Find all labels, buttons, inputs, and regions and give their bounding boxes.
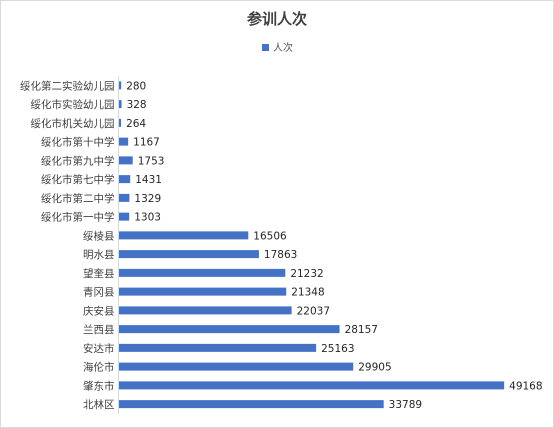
legend-swatch — [262, 44, 269, 51]
category-label: 绥化市第二中学 — [41, 192, 115, 205]
bar — [119, 381, 505, 390]
bar — [119, 118, 122, 127]
bar — [119, 400, 384, 409]
bar — [119, 193, 130, 202]
data-label: 1329 — [134, 193, 161, 205]
data-label: 21232 — [290, 268, 323, 280]
data-label: 49168 — [509, 380, 542, 392]
data-label: 29905 — [358, 362, 391, 374]
data-label: 33789 — [389, 399, 422, 411]
bar — [119, 212, 130, 221]
category-label: 庆安县 — [83, 304, 115, 317]
bar — [119, 137, 129, 146]
bar — [119, 268, 286, 277]
category-label: 安达市 — [83, 342, 115, 355]
data-label: 22037 — [297, 305, 330, 317]
category-label: 海伦市 — [83, 361, 115, 374]
bar — [119, 306, 292, 315]
legend-label: 人次 — [273, 41, 293, 54]
data-label: 25163 — [321, 343, 354, 355]
data-label: 17863 — [264, 249, 297, 261]
bar — [119, 156, 133, 165]
data-label: 16506 — [253, 230, 287, 242]
bar — [119, 343, 317, 352]
category-label: 绥化市机关幼儿园 — [31, 117, 115, 130]
data-label: 1303 — [134, 212, 161, 224]
data-label: 328 — [127, 99, 147, 111]
data-label: 280 — [126, 80, 146, 92]
bar — [119, 231, 249, 240]
category-label: 绥化市实验幼儿园 — [31, 98, 115, 111]
legend: 人次 — [262, 41, 293, 54]
bars: 绥化第二实验幼儿园 280 绥化市实验幼儿园 328 绥化市机关幼儿园 264 绥化市第十中… — [20, 79, 543, 411]
data-label: 1753 — [138, 155, 165, 167]
category-label: 绥化市第一中学 — [41, 211, 115, 224]
bar — [119, 100, 122, 109]
category-label: 绥化市第九中学 — [41, 154, 115, 167]
bar — [119, 81, 122, 90]
category-label: 肇东市 — [83, 379, 115, 392]
category-label: 绥棱县 — [83, 229, 115, 242]
category-label: 绥化第二实验幼儿园 — [20, 79, 115, 92]
data-label: 1431 — [135, 174, 162, 186]
category-label: 青冈县 — [83, 286, 115, 299]
data-label: 21348 — [291, 287, 324, 299]
category-label: 兰西县 — [83, 323, 115, 336]
category-label: 明水县 — [83, 249, 115, 261]
category-label: 绥化市第七中学 — [41, 173, 115, 186]
chart-title: 参训人次 — [247, 10, 307, 28]
category-label: 望奎县 — [83, 267, 115, 280]
bar — [119, 175, 131, 184]
bar — [119, 250, 259, 259]
bar — [119, 362, 354, 371]
category-label: 北林区 — [83, 398, 115, 411]
data-label: 1167 — [133, 137, 160, 149]
bar — [119, 325, 340, 334]
bar — [119, 287, 287, 296]
data-label: 264 — [126, 118, 146, 130]
data-label: 28157 — [345, 324, 378, 336]
category-label: 绥化市第十中学 — [41, 136, 115, 149]
